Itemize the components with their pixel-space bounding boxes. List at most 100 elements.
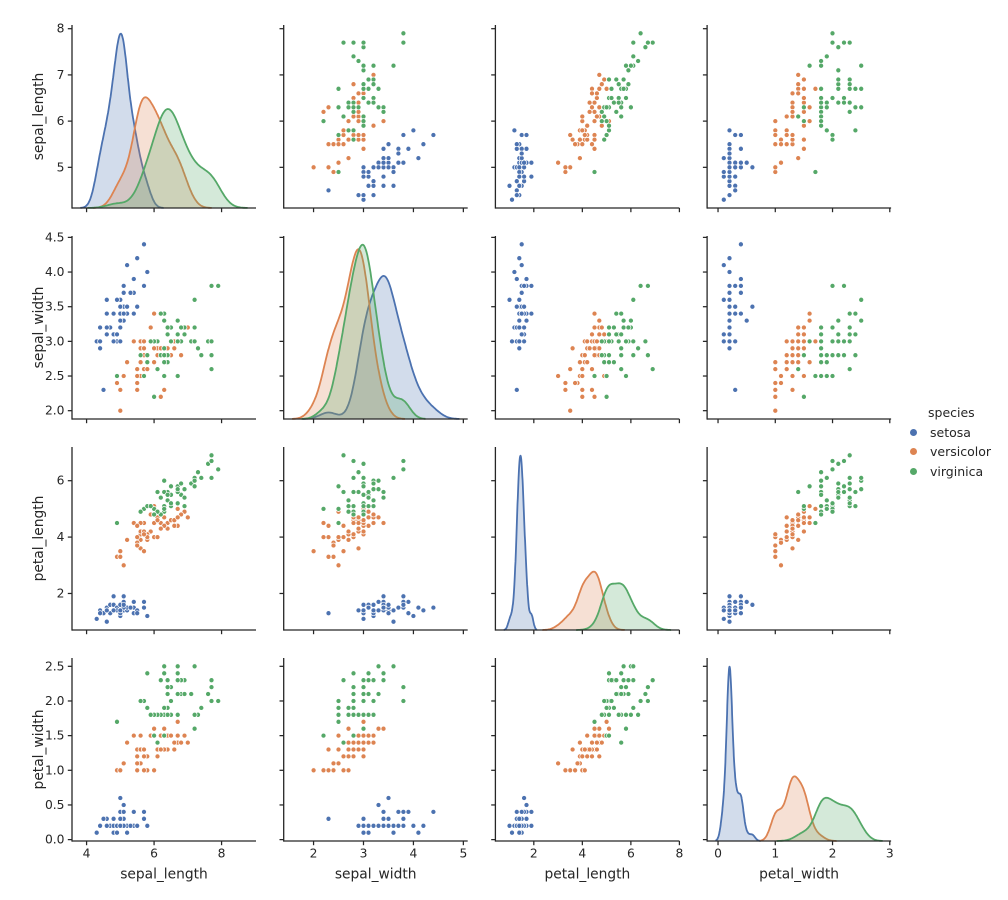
data-point-virginica: [823, 104, 830, 111]
data-point-virginica: [335, 169, 342, 175]
data-point-setosa: [410, 822, 417, 829]
data-point-versicolor: [562, 387, 569, 393]
y-axis-label-sepal-length: sepal_length: [31, 73, 47, 161]
data-point-virginica: [637, 30, 644, 37]
data-point-versicolor: [134, 534, 141, 540]
data-point-versicolor: [345, 725, 352, 732]
cell-petal_width-vs-sepal_width: 2 3 4 5: [279, 658, 468, 861]
data-point-virginica: [846, 109, 853, 115]
data-point-setosa: [516, 182, 523, 189]
data-point-virginica: [603, 705, 610, 711]
data-point-virginica: [841, 39, 847, 46]
data-point-setosa: [395, 604, 402, 611]
data-point-versicolor: [380, 520, 387, 526]
data-point-setosa: [141, 241, 147, 248]
data-point-versicolor: [320, 767, 327, 774]
data-point-virginica: [345, 508, 352, 515]
data-point-versicolor: [340, 767, 347, 774]
data-point-virginica: [801, 503, 807, 509]
data-point-versicolor: [772, 407, 779, 414]
data-point-virginica: [375, 85, 382, 92]
data-point-setosa: [726, 338, 733, 345]
data-point-versicolor: [584, 338, 591, 345]
data-point-virginica: [841, 458, 847, 464]
data-point-setosa: [110, 310, 117, 317]
data-point-virginica: [144, 352, 151, 359]
cell-petal_width-vs-petal_width: 0 1 2 3: [702, 658, 894, 861]
data-point-versicolor: [345, 537, 352, 543]
data-point-virginica: [350, 475, 357, 481]
data-point-setosa: [130, 809, 137, 815]
data-point-setosa: [355, 192, 362, 198]
data-point-virginica: [852, 85, 859, 92]
data-point-versicolor: [589, 104, 595, 111]
data-point-versicolor: [772, 553, 779, 560]
data-point-virginica: [846, 366, 853, 372]
y-tick-label: 6: [57, 114, 65, 128]
data-point-virginica: [829, 508, 836, 515]
data-point-setosa: [726, 289, 733, 296]
data-point-setosa: [518, 132, 525, 138]
data-point-versicolor: [596, 331, 603, 338]
data-point-virginica: [846, 452, 853, 459]
data-point-versicolor: [345, 118, 352, 124]
data-point-virginica: [360, 483, 367, 490]
data-point-versicolor: [151, 310, 157, 317]
data-point-versicolor: [577, 155, 583, 161]
kde-line-virginica: [301, 243, 426, 420]
data-point-setosa: [117, 607, 124, 614]
data-point-setosa: [375, 599, 382, 605]
data-point-virginica: [618, 739, 625, 746]
data-point-virginica: [208, 684, 215, 690]
data-point-virginica: [591, 373, 598, 379]
data-point-versicolor: [772, 127, 779, 134]
data-point-virginica: [365, 503, 372, 509]
data-point-setosa: [390, 169, 397, 175]
data-point-virginica: [151, 393, 157, 400]
data-point-versicolor: [584, 136, 591, 143]
data-point-versicolor: [584, 122, 591, 129]
data-point-versicolor: [120, 562, 127, 569]
data-point-setosa: [726, 169, 733, 175]
data-point-virginica: [355, 104, 362, 111]
data-point-versicolor: [594, 746, 600, 753]
data-point-versicolor: [350, 132, 357, 138]
data-point-setosa: [385, 155, 392, 161]
data-point-versicolor: [134, 522, 141, 529]
x-tick-label: 2: [310, 847, 318, 861]
data-point-setosa: [726, 141, 733, 148]
cell-sepal_width-vs-sepal_width: [279, 236, 468, 424]
data-point-setosa: [509, 829, 515, 836]
data-point-virginica: [355, 711, 362, 718]
data-point-setosa: [395, 809, 402, 815]
data-point-versicolor: [601, 331, 608, 338]
data-point-virginica: [618, 331, 625, 338]
data-point-versicolor: [567, 132, 574, 138]
data-point-virginica: [625, 324, 632, 331]
y-tick-label: 5: [57, 160, 65, 174]
data-point-virginica: [835, 81, 842, 88]
data-point-virginica: [852, 104, 859, 111]
data-point-versicolor: [134, 387, 141, 393]
data-point-virginica: [360, 677, 367, 684]
data-point-virginica: [618, 345, 625, 352]
data-point-versicolor: [591, 324, 598, 331]
data-point-virginica: [835, 317, 842, 324]
y-axis-label-sepal-width: sepal_width: [31, 287, 47, 369]
data-point-versicolor: [589, 753, 595, 760]
data-point-setosa: [513, 387, 520, 393]
data-point-virginica: [400, 30, 407, 37]
data-point-virginica: [645, 39, 651, 46]
data-point-virginica: [846, 310, 853, 317]
data-point-setosa: [120, 802, 127, 808]
data-point-virginica: [164, 324, 171, 331]
data-point-setosa: [732, 132, 739, 138]
cell-petal_length-vs-petal_length: [491, 447, 681, 635]
data-point-setosa: [516, 173, 523, 180]
data-point-virginica: [320, 118, 327, 124]
data-point-setosa: [732, 173, 739, 180]
data-point-virginica: [618, 366, 625, 372]
scatter-setosa: [720, 127, 756, 203]
data-point-virginica: [618, 352, 625, 359]
